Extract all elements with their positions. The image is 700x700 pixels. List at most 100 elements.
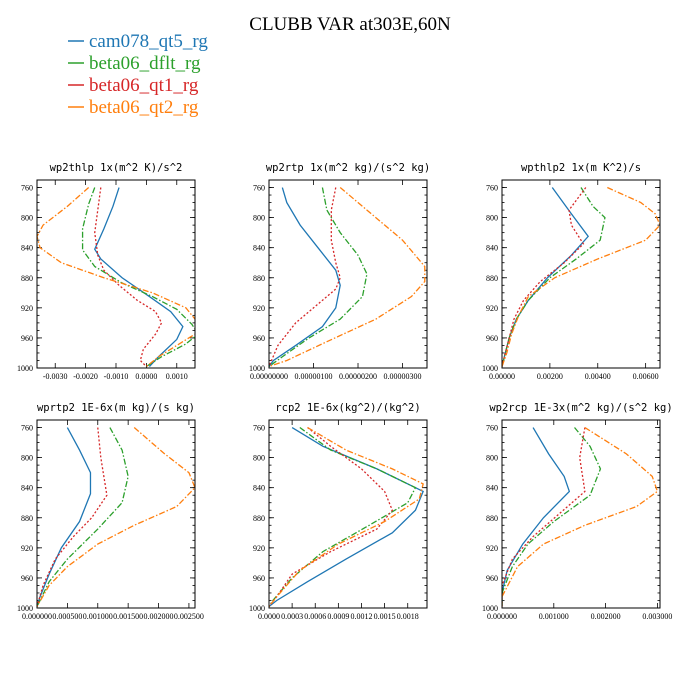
series-line-3-3 <box>37 427 195 607</box>
x-tick-label-1-1: 0.00000100 <box>295 372 333 381</box>
x-tick-label-5-1: 0.001000 <box>539 612 569 621</box>
y-tick-label-0-2: 840 <box>21 244 33 253</box>
x-tick-label-0-2: -0.0010 <box>104 372 129 381</box>
y-tick-label-3-2: 840 <box>21 484 33 493</box>
panel-0: wp2thlp 1x(m^2 K)/s^2 760 800 840 880 920 960 1… <box>17 162 196 381</box>
plot-frame-4 <box>268 419 428 609</box>
y-tick-label-2-5: 960 <box>486 334 498 343</box>
plot-frame-1 <box>268 179 428 369</box>
x-tick-label-2-2: 0.00400 <box>585 372 611 381</box>
y-tick-label-0-6: 1000 <box>17 364 33 373</box>
y-tick-label-2-2: 840 <box>486 244 498 253</box>
y-tick-label-1-4: 920 <box>253 304 265 313</box>
x-tick-label-3-1: 0.000500 <box>52 612 82 621</box>
y-tick-label-1-3: 880 <box>253 274 265 283</box>
series-line-1-3 <box>269 187 426 368</box>
y-tick-label-3-6: 1000 <box>17 604 33 613</box>
y-tick-label-3-5: 960 <box>21 574 33 583</box>
x-tick-label-5-2: 0.002000 <box>591 612 621 621</box>
y-tick-label-5-1: 800 <box>486 454 498 463</box>
y-tick-label-2-1: 800 <box>486 214 498 223</box>
series-line-2-3 <box>502 186 660 367</box>
panel-title-1: wp2rtp 1x(m^2 kg)/(s^2 kg) <box>266 162 430 174</box>
series-line-5-0 <box>502 427 571 607</box>
y-tick-label-5-2: 840 <box>486 484 498 493</box>
series-line-3-2 <box>37 427 108 607</box>
panel-title-3: wprtp2 1E-6x(m kg)/(s kg) <box>37 402 195 414</box>
y-tick-label-2-3: 880 <box>486 274 498 283</box>
panel-5: wp2rcp 1E-3x(m^2 kg)/(s^2 kg) 760 800 840 88… <box>482 402 673 621</box>
y-tick-label-0-1: 800 <box>21 214 33 223</box>
series-line-4-2 <box>269 427 394 607</box>
y-tick-label-4-5: 960 <box>253 574 265 583</box>
x-tick-label-5-3: 0.003000 <box>642 612 672 621</box>
series-line-3-0 <box>37 427 92 607</box>
legend-label-0: cam078_qt5_rg <box>89 31 208 52</box>
series-line-5-1 <box>502 427 602 607</box>
x-tick-label-1-3: 0.00000300 <box>384 372 422 381</box>
plot-frame-3 <box>36 419 196 609</box>
series-line-5-2 <box>502 427 586 607</box>
y-tick-label-3-0: 760 <box>21 424 33 433</box>
legend-label-2: beta06_qt1_rg <box>89 75 199 96</box>
series-line-5-3 <box>502 426 659 607</box>
panel-title-2: wpthlp2 1x(m K^2)/s <box>521 162 641 174</box>
y-tick-label-2-0: 760 <box>486 184 498 193</box>
figure-title: CLUBB VAR at303E,60N <box>249 14 451 35</box>
y-tick-label-5-0: 760 <box>486 424 498 433</box>
x-tick-label-3-4: 0.002000 <box>144 612 174 621</box>
x-tick-label-0-4: 0.0010 <box>166 372 188 381</box>
panel-title-0: wp2thlp 1x(m^2 K)/s^2 <box>50 162 183 174</box>
x-tick-label-5-0: 0.000000 <box>487 612 517 621</box>
x-tick-label-4-5: 0.0015 <box>374 612 396 621</box>
y-tick-label-5-5: 960 <box>486 574 498 583</box>
y-tick-label-2-4: 920 <box>486 304 498 313</box>
plot-frame-2 <box>501 179 661 369</box>
x-tick-label-4-0: 0.0000 <box>258 612 280 621</box>
series-line-0-1 <box>81 187 195 368</box>
y-tick-label-4-4: 920 <box>253 544 265 553</box>
y-tick-label-5-3: 880 <box>486 514 498 523</box>
y-tick-label-5-6: 1000 <box>482 604 498 613</box>
x-tick-label-1-2: 0.00000200 <box>339 372 377 381</box>
x-tick-label-4-4: 0.0012 <box>350 612 372 621</box>
plot-frame-5 <box>501 419 661 609</box>
y-tick-label-0-5: 960 <box>21 334 33 343</box>
y-tick-label-5-4: 920 <box>486 544 498 553</box>
series-line-2-2 <box>502 187 587 367</box>
series-line-1-1 <box>269 187 368 368</box>
series-line-0-2 <box>94 187 163 367</box>
x-tick-label-4-6: 0.0018 <box>397 612 419 621</box>
series-line-4-3 <box>269 426 424 607</box>
panel-2: wpthlp2 1x(m K^2)/s 760 800 840 880 920 960 100… <box>482 162 661 381</box>
series-line-3-1 <box>37 427 129 607</box>
y-tick-label-4-3: 880 <box>253 514 265 523</box>
y-tick-label-3-1: 800 <box>21 454 33 463</box>
y-tick-label-4-6: 1000 <box>249 604 265 613</box>
series-line-1-0 <box>269 187 341 367</box>
y-tick-label-3-4: 920 <box>21 544 33 553</box>
series-line-1-2 <box>269 187 341 367</box>
x-tick-label-4-1: 0.0003 <box>281 612 303 621</box>
y-tick-label-4-2: 840 <box>253 484 265 493</box>
x-tick-label-4-2: 0.0006 <box>304 612 326 621</box>
y-tick-label-3-3: 880 <box>21 514 33 523</box>
panel-4: rcp2 1E-6x(kg^2)/(kg^2) 760 800 840 880 920 96… <box>249 402 428 621</box>
x-tick-label-3-3: 0.001500 <box>113 612 143 621</box>
y-tick-label-0-4: 920 <box>21 304 33 313</box>
panel-3: wprtp2 1E-6x(m kg)/(s kg) 760 800 840 880 920… <box>17 402 204 621</box>
x-tick-label-3-2: 0.001000 <box>83 612 113 621</box>
series-line-0-3 <box>37 187 195 368</box>
y-tick-label-1-1: 800 <box>253 214 265 223</box>
panels: wp2thlp 1x(m^2 K)/s^2 760 800 840 880 920 960 1… <box>17 162 673 621</box>
y-tick-label-1-0: 760 <box>253 184 265 193</box>
legend-label-3: beta06_qt2_rg <box>89 97 199 118</box>
series-line-0-0 <box>93 187 184 367</box>
panel-title-4: rcp2 1E-6x(kg^2)/(kg^2) <box>275 402 420 414</box>
y-tick-label-1-5: 960 <box>253 334 265 343</box>
x-tick-label-4-3: 0.0009 <box>327 612 349 621</box>
legend-label-1: beta06_dflt_rg <box>89 53 201 74</box>
y-tick-label-0-0: 760 <box>21 184 33 193</box>
series-line-2-1 <box>502 187 606 367</box>
